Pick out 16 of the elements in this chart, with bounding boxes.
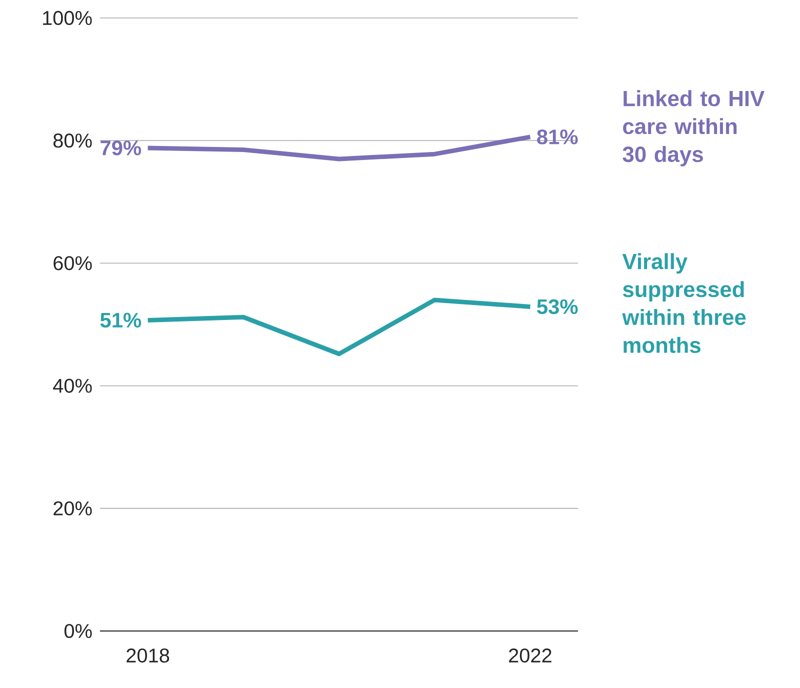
data-label: 51% <box>100 312 142 328</box>
y-tick-label: 100% <box>43 10 92 26</box>
data-label: 53% <box>537 299 578 314</box>
y-tick-label: 80% <box>53 134 92 148</box>
text: Linked to HIV care within 30 days <box>622 90 765 166</box>
text: Virally suppressed within three months <box>622 253 746 353</box>
y-tick-label: 20% <box>54 501 92 516</box>
data-label: 81% <box>537 130 578 144</box>
y-tick-label: 40% <box>53 378 92 393</box>
y-tick-label: 60% <box>54 256 92 270</box>
y-tick-label: 0% <box>64 624 92 638</box>
line-series <box>146 298 532 356</box>
line-series <box>146 134 532 162</box>
x-tick-label: 2018 <box>126 648 170 663</box>
data-label: 79% <box>100 140 142 156</box>
x-tick-label: 2022 <box>509 648 552 663</box>
